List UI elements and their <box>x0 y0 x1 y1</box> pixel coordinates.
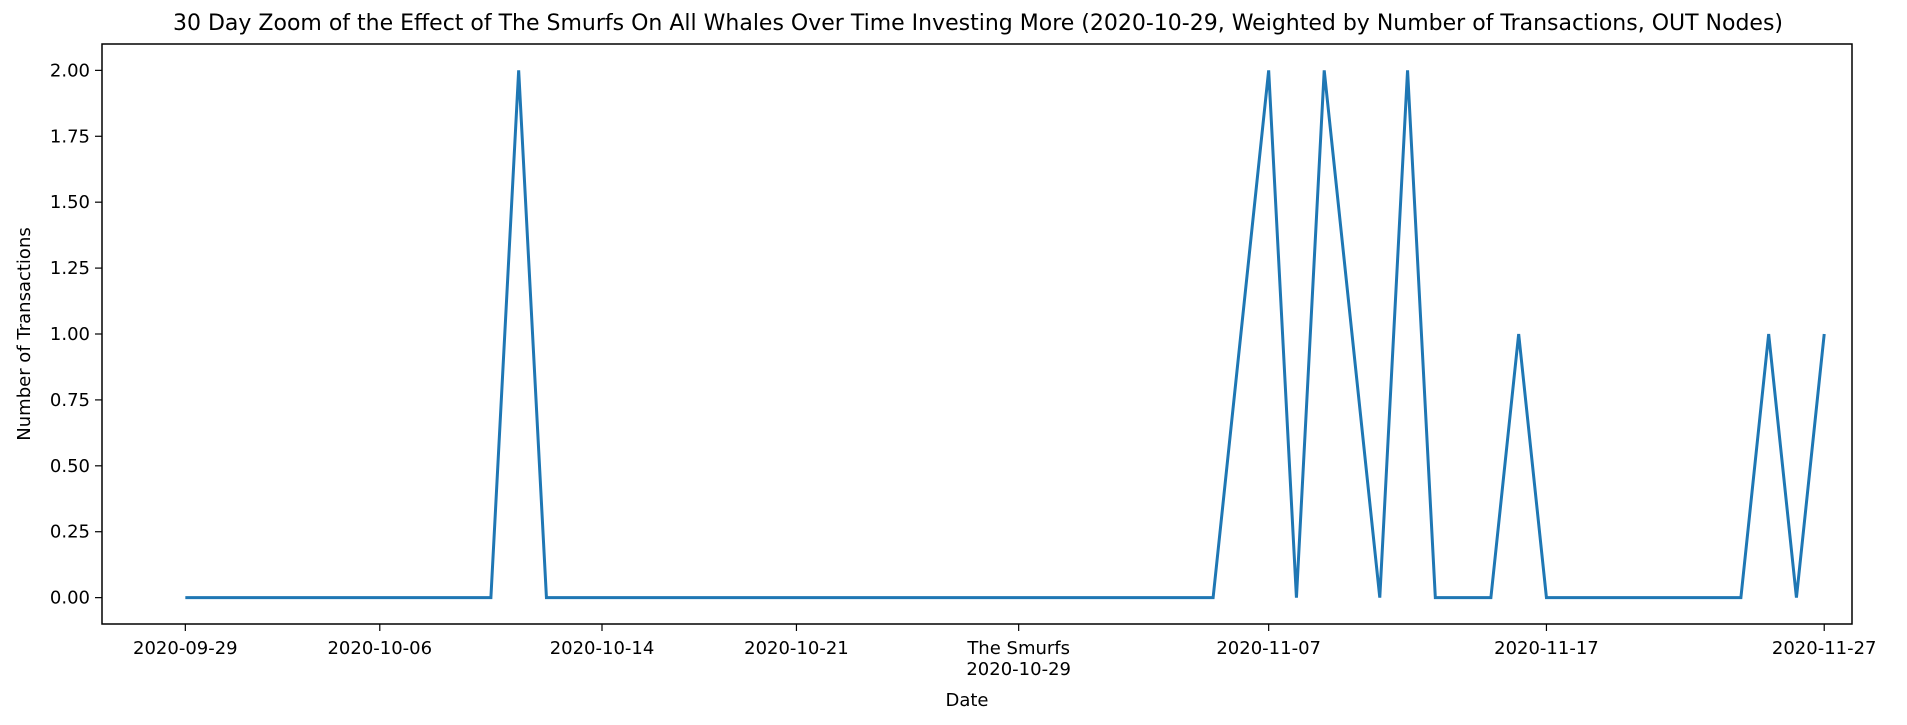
x-tick-label: 2020-10-06 <box>327 638 432 659</box>
x-tick-label: The Smurfs <box>966 638 1070 659</box>
plot-frame <box>101 43 1853 625</box>
y-axis: 0.00 0.25 0.50 0.75 1.00 1.25 1.50 1.75 2.00 <box>50 60 102 609</box>
y-tick-label: 2.00 <box>50 60 90 81</box>
y-tick-label: 1.50 <box>50 192 90 213</box>
y-tick-label: 1.00 <box>50 324 90 345</box>
y-tick-label: 0.50 <box>50 456 90 477</box>
y-tick-label: 0.25 <box>50 522 90 543</box>
x-tick-label: 2020-11-17 <box>1494 638 1599 659</box>
y-tick-label: 0.75 <box>50 390 90 411</box>
y-tick-label: 1.75 <box>50 126 90 147</box>
x-tick-label: 2020-11-07 <box>1216 638 1321 659</box>
y-axis-label: Number of Transactions <box>14 227 35 440</box>
x-axis: 2020-09-29 2020-10-06 2020-10-14 2020-10-21… <box>133 624 1877 680</box>
x-tick-label: 2020-10-21 <box>744 638 849 659</box>
chart-title: 30 Day Zoom of the Effect of The Smurfs … <box>173 11 1783 36</box>
x-tick-label: 2020-09-29 <box>133 638 238 659</box>
series-line <box>185 70 1826 600</box>
y-tick-label: 0.00 <box>50 588 90 609</box>
y-tick-label: 1.25 <box>50 258 90 279</box>
x-tick-label: 2020-10-29 <box>966 659 1071 680</box>
x-tick-label: 2020-10-14 <box>550 638 655 659</box>
plot-area <box>101 43 1853 625</box>
x-tick-label: 2020-11-27 <box>1772 638 1877 659</box>
x-axis-label: Date <box>945 690 988 711</box>
